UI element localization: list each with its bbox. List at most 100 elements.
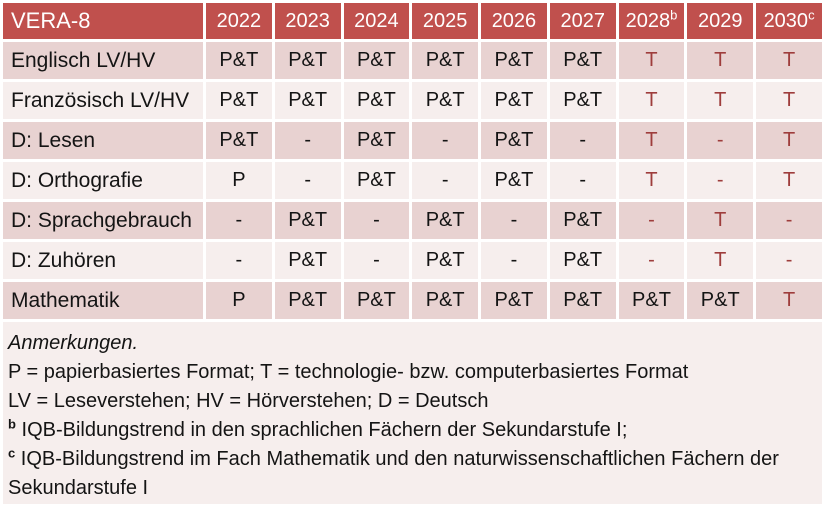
table-cell: T	[618, 82, 685, 119]
table-cell: T	[687, 202, 754, 239]
table-cell: P&T	[343, 282, 410, 319]
note-line: b IQB-Bildungstrend in den sprachlichen …	[8, 416, 628, 441]
table-row: Englisch LV/HV P&T P&T P&T P&T P&T P&T T T T	[3, 42, 822, 79]
table-cell: T	[618, 162, 685, 199]
year-header-2023: 2023	[274, 3, 341, 39]
note-line: P = papierbasiertes Format; T = technolo…	[8, 361, 689, 383]
table-cell: P&T	[274, 82, 341, 119]
row-label: Französisch LV/HV	[3, 82, 203, 119]
note-superscript: c	[8, 445, 16, 461]
table-cell: -	[481, 202, 547, 239]
table-cell: -	[274, 122, 341, 159]
table-cell: -	[549, 162, 616, 199]
table-cell: T	[618, 122, 685, 159]
table-cell: P&T	[481, 162, 547, 199]
table-cell: P&T	[412, 242, 479, 279]
vera8-table: VERA-8 2022 2023 2024 2025 2026 2027 2028b 2029…	[3, 3, 822, 319]
table-row: D: Lesen P&T - P&T - P&T - T - T	[3, 122, 822, 159]
year-header-2027: 2027	[549, 3, 616, 39]
row-label: D: Sprachgebrauch	[3, 202, 203, 239]
note-line: LV = Leseverstehen; HV = Hörverstehen; D…	[8, 390, 489, 412]
notes-section: Anmerkungen. P = papierbasiertes Format; …	[3, 322, 822, 504]
table-cell: P&T	[481, 282, 547, 319]
header-row: VERA-8 2022 2023 2024 2025 2026 2027 2028b 2029…	[3, 3, 822, 39]
table-cell: P&T	[412, 282, 479, 319]
year-header-2025: 2025	[412, 3, 479, 39]
row-label: D: Zuhören	[3, 242, 203, 279]
year-header-2029: 2029	[687, 3, 754, 39]
table-cell: P&T	[274, 242, 341, 279]
row-label: Englisch LV/HV	[3, 42, 203, 79]
note-superscript: b	[8, 416, 16, 432]
table-cell: T	[756, 122, 822, 159]
table-cell: -	[412, 162, 479, 199]
table-cell: -	[481, 242, 547, 279]
table-cell: P&T	[549, 82, 616, 119]
table-row: Französisch LV/HV P&T P&T P&T P&T P&T P&T T T T	[3, 82, 822, 119]
year-header-2028: 2028b	[618, 3, 685, 39]
row-label: D: Lesen	[3, 122, 203, 159]
table-cell: -	[343, 242, 410, 279]
row-label: Mathematik	[3, 282, 203, 319]
table-cell: T	[687, 242, 754, 279]
year-header-2024: 2024	[343, 3, 410, 39]
table-row: D: Zuhören - P&T - P&T - P&T - T -	[3, 242, 822, 279]
table-cell: T	[756, 282, 822, 319]
table-cell: P&T	[549, 202, 616, 239]
table-cell: P	[206, 282, 272, 319]
year-header-2026: 2026	[481, 3, 547, 39]
table-cell: P&T	[343, 122, 410, 159]
table-row: D: Sprachgebrauch - P&T - P&T - P&T - T -	[3, 202, 822, 239]
table-cell: -	[618, 202, 685, 239]
table-cell: -	[756, 202, 822, 239]
table-cell: P&T	[412, 82, 479, 119]
table-cell: P&T	[618, 282, 685, 319]
year-superscript: b	[670, 6, 678, 22]
table-title: VERA-8	[3, 3, 203, 39]
table-cell: P&T	[206, 122, 272, 159]
table-cell: T	[756, 82, 822, 119]
table-cell: P&T	[481, 82, 547, 119]
note-line: Anmerkungen.	[8, 332, 139, 354]
table-cell: P&T	[343, 162, 410, 199]
table-cell: P&T	[274, 202, 341, 239]
table-cell: -	[756, 242, 822, 279]
table-cell: -	[687, 122, 754, 159]
table-cell: P&T	[481, 122, 547, 159]
table-cell: T	[756, 42, 822, 79]
table-cell: P&T	[549, 42, 616, 79]
table-cell: P&T	[206, 42, 272, 79]
table-cell: P&T	[481, 42, 547, 79]
table-cell: P&T	[687, 282, 754, 319]
year-header-2022: 2022	[206, 3, 272, 39]
table-cell: T	[687, 42, 754, 79]
table-cell: -	[206, 202, 272, 239]
table-cell: -	[549, 122, 616, 159]
table-cell: P&T	[343, 82, 410, 119]
table-cell: P&T	[412, 42, 479, 79]
table-cell: -	[343, 202, 410, 239]
year-superscript: c	[808, 6, 815, 22]
table-cell: P&T	[343, 42, 410, 79]
table-row: D: Orthografie P - P&T - P&T - T - T	[3, 162, 822, 199]
table-cell: P&T	[549, 282, 616, 319]
table-cell: -	[618, 242, 685, 279]
year-header-2030: 2030c	[756, 3, 822, 39]
table-cell: P&T	[549, 242, 616, 279]
table-cell: T	[687, 82, 754, 119]
table-cell: P&T	[412, 202, 479, 239]
table-cell: -	[412, 122, 479, 159]
table-cell: -	[206, 242, 272, 279]
table-cell: P&T	[274, 42, 341, 79]
table-cell: P&T	[274, 282, 341, 319]
note-line: c IQB-Bildungstrend im Fach Mathematik u…	[8, 445, 779, 499]
table-cell: P	[206, 162, 272, 199]
table-cell: P&T	[206, 82, 272, 119]
table-row: Mathematik P P&T P&T P&T P&T P&T P&T P&T T	[3, 282, 822, 319]
table-cell: -	[274, 162, 341, 199]
row-label: D: Orthografie	[3, 162, 203, 199]
table-cell: T	[756, 162, 822, 199]
table-cell: -	[687, 162, 754, 199]
table-cell: T	[618, 42, 685, 79]
